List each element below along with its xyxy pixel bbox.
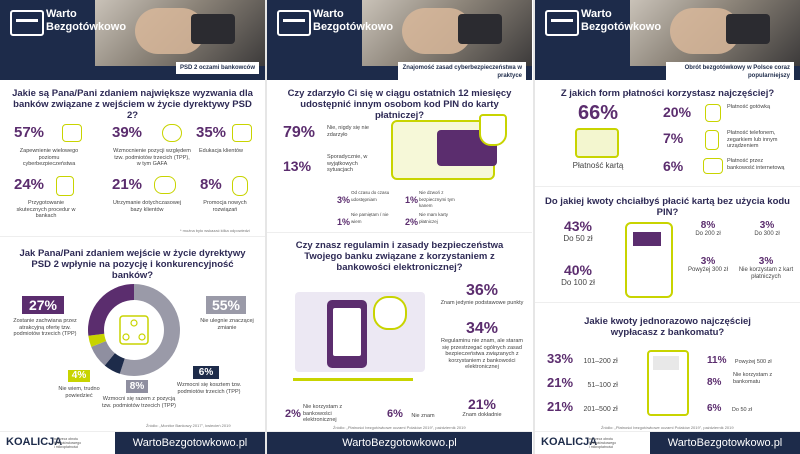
pin-small: 2% Nie mam karty płatniczej [405,212,449,227]
header-banner: Warto Bezgotówkowo PSD 2 oczami bankowców [0,0,265,80]
atm-row: 6% Do 50 zł [707,403,753,414]
footnote: * można było wskazać kilka odpowiedzi [180,228,250,233]
question-2: Do jakiej kwoty chciałbyś płacić kartą b… [545,196,790,218]
document-icon [56,176,74,196]
source-note: Źródło: „Monitor Bankowy 2017", kwiecień… [146,423,231,428]
pin-limit: 3% Do 300 zł [754,220,780,237]
donut-desc-27: Zostanie zachwiana przez atrakcyjną ofer… [13,318,77,337]
atm-row: 21% 201–500 zł [547,399,618,414]
pin-small: 1% Nie dzwoń z bezpiecznymi tym kanem [405,190,455,208]
donut-label-55: 55% [206,296,246,314]
footer-url[interactable]: WartoBezgotowkowo.pl [115,432,265,454]
shield-icon [479,114,507,146]
footer: KOALICJA na rzecz obrotu bezgotówkowego … [535,431,800,454]
bulb-icon [232,176,248,196]
challenge-item: 39% Wzmocnienie pozycji względem tzw. po… [112,124,191,167]
pin-small: 3% Od czasu do czasu udostępniam [337,190,390,205]
rules-answer: 6% Nie znam [387,408,435,420]
header-banner: Warto Bezgotówkowo Znajomość zasad cyberb… [267,0,532,80]
shield-icon [62,124,82,142]
footer-url[interactable]: WartoBezgotowkowo.pl [267,432,532,454]
pin-limit: 43% Do 50 zł [563,218,593,243]
rules-answer: 21% Znam dokładnie [462,396,502,418]
question-1: Z jakich form płatności korzystasz najcz… [560,88,775,99]
question-2: Jak Pana/Pani zdaniem wejście w życie dy… [19,248,246,281]
donut-label-6: 6% [193,366,219,379]
phone-icon [705,130,719,150]
challenge-item: 57% Zapewnienie wielowego poziomu cyberb… [14,124,104,168]
donut-chart [88,284,180,376]
challenge-item: 21% Utrzymanie dotychczasowej bazy klien… [112,176,182,213]
form-row: 6% Płatność przez bankowość internetową [663,158,785,174]
question-2: Czy znasz regulamin i zasady bezpieczeńs… [295,240,504,273]
question-1: Czy zdarzyło Ci się w ciągu ostatnich 12… [287,88,512,121]
header-photo [630,0,800,66]
donut-label-8: 8% [126,380,148,393]
pin-small: 1% Nie pamiętam / nie wiem [337,212,389,227]
challenge-item: 8% Promocja nowych rozwiązań [200,176,248,213]
card-logo-icon [277,10,311,36]
panel-cashless: Warto Bezgotówkowo Obrót bezgotówkowy w P… [535,0,800,454]
rules-answer: 36% Znam jedynie podstawowe punkty [440,282,524,306]
panel-cybersecurity: Warto Bezgotówkowo Znajomość zasad cyberb… [267,0,532,454]
card-logo-icon [10,10,44,36]
atm-row: 8% Nie korzystam z bankomatu [707,372,773,388]
card-payment: 66% Płatność kartą [572,102,624,170]
source-note: Źródło: „Płatności bezgotówkowe oczami P… [601,425,734,430]
header-tag: PSD 2 oczami bankowców [175,62,259,74]
question-1: Jakie są Pana/Pani zdaniem największe wy… [12,88,253,121]
donut-desc-8: Wzmocni się razem z pozycją tzw. podmiot… [102,396,176,409]
header-photo [362,0,532,66]
form-row: 7% Płatność telefonem, zegarkiem lub inn… [663,130,778,150]
footer: WartoBezgotowkowo.pl [267,431,532,454]
source-note: Źródło: „Płatności bezgotówkowe oczami P… [333,425,466,430]
cash-icon [705,104,721,122]
challenge-item: 24% Przygotowanie skutecznych procedur w… [14,176,76,219]
pin-answer: 13% Sporadycznie, w wyjątkowych sytuacja… [283,154,368,174]
brand-logo: Warto Bezgotówkowo [581,8,662,33]
atm-row: 21% 51–100 zł [547,375,618,390]
challenge-item: 35% Edukacja klientów [196,124,256,155]
people-icon [154,176,176,194]
header-tag: Znajomość zasad cyberbezpieczeństwa w pr… [398,62,526,80]
pin-limit: 8% Do 200 zł [695,220,721,237]
atm-row: 33% 101–200 zł [547,351,618,366]
teacher-icon [232,124,252,142]
footer-url[interactable]: WartoBezgotowkowo.pl [650,432,800,454]
donut-desc-55: Nie ulegnie znaczącej zmianie [200,318,254,331]
pin-limit: 3% Powyżej 300 zł [687,256,729,273]
pin-limit: 3% Nie korzystam z kart płatniczych [738,256,794,280]
panel-psd2: Warto Bezgotówkowo PSD 2 oczami bankowców… [0,0,265,454]
donut-desc-4: Nie wiem, trudno powiedzieć [58,386,100,399]
donut-label-4: 4% [68,370,90,382]
donut-desc-6: Wzmocni się kosztem tzw. podmiotów trzec… [176,382,242,395]
brand-logo: Warto Bezgotówkowo [46,8,127,33]
donut-label-27: 27% [22,296,64,314]
card-icon [575,128,619,158]
header-photo [95,0,265,66]
question-3: Jakie kwoty jednorazowo najczęściej wypł… [584,316,751,338]
form-row: 20% Płatność gotówką [663,104,771,122]
network-icon [162,124,182,142]
pin-answer: 79% Nie, nigdy się nie zdarzyło [283,124,369,141]
rules-answer: 2% Nie korzystam z bankowości elektronic… [285,404,343,423]
header-banner: Warto Bezgotówkowo Obrót bezgotówkowy w P… [535,0,800,80]
padlock-icon [373,296,407,330]
rules-answer: 34% Regulaminu nie znam, ale staram się … [441,320,523,370]
laptop-icon [703,158,723,174]
card-logo-icon [545,10,579,36]
brand-logo: Warto Bezgotówkowo [313,8,394,33]
footer: KOALICJA na rzecz obrotu bezgotówkowego … [0,431,265,454]
header-tag: Obrót bezgotówkowy w Polsce coraz popula… [666,62,794,80]
pin-limit: 40% Do 100 zł [561,262,595,287]
atm-row: 11% Powyżej 500 zł [707,355,772,366]
